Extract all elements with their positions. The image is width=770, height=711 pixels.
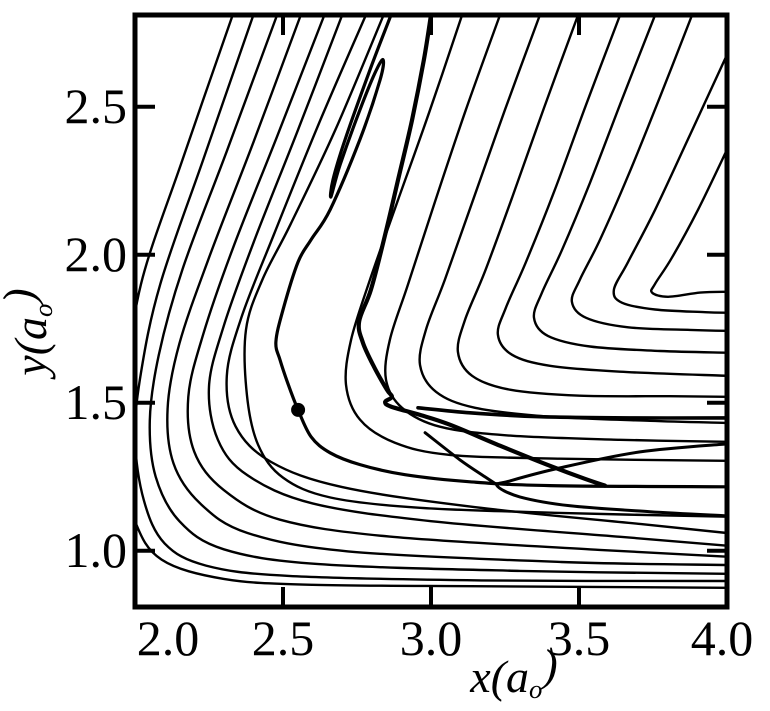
contour-line-11: [418, 15, 727, 425]
trajectory-main-path-through-marker: [274, 15, 727, 489]
contour-line-10: [384, 15, 727, 443]
y-axis-title: y(ao): [0, 288, 58, 379]
contour-line-3: [148, 15, 727, 575]
y-tick-label: 2.5: [65, 78, 128, 134]
x-tick-label: 2.0: [137, 610, 200, 666]
contour-line-9: [344, 15, 727, 462]
y-tick-label: 2.0: [65, 226, 128, 282]
contour-line-13: [496, 15, 727, 377]
y-axis-tick-labels: 1.0 1.5 2.0 2.5: [65, 78, 128, 578]
contour-line-16: [612, 54, 727, 314]
contour-line-2: [135, 15, 727, 583]
x-tick-label: 3.5: [548, 610, 611, 666]
x-tick-label: 4.0: [691, 610, 754, 666]
contour-line-6: [207, 15, 727, 547]
x-axis-tick-labels: 2.0 2.5 3.0 3.5 4.0: [137, 610, 754, 666]
x-tick-label: 2.5: [252, 610, 315, 666]
trajectory-start-marker: [291, 402, 306, 417]
y-tick-label: 1.5: [65, 374, 128, 430]
contour-line-17: [649, 149, 727, 299]
contour-line-8: [243, 15, 727, 518]
trajectory-hairpin-incoming-segment: [423, 431, 499, 487]
contour-line-7: [225, 15, 727, 535]
contour-line-15: [570, 15, 727, 332]
trajectory-incoming-descent-with-kinks: [356, 15, 608, 488]
x-tick-label: 3.0: [400, 610, 463, 666]
axis-tick-marks: [135, 15, 727, 607]
x-axis-title: x(ao): [469, 639, 557, 703]
trajectory-hairpin-loop: [495, 442, 727, 518]
trajectory-paths: [274, 15, 727, 518]
contour-line-14: [532, 15, 727, 354]
contour-line-4: [166, 15, 727, 567]
y-tick-label: 1.0: [65, 522, 128, 578]
trajectory-exit-channel-upper-line: [416, 406, 727, 420]
contour-line-12: [456, 15, 727, 398]
contour-line-5: [186, 15, 727, 558]
contour-lines: [135, 15, 727, 589]
